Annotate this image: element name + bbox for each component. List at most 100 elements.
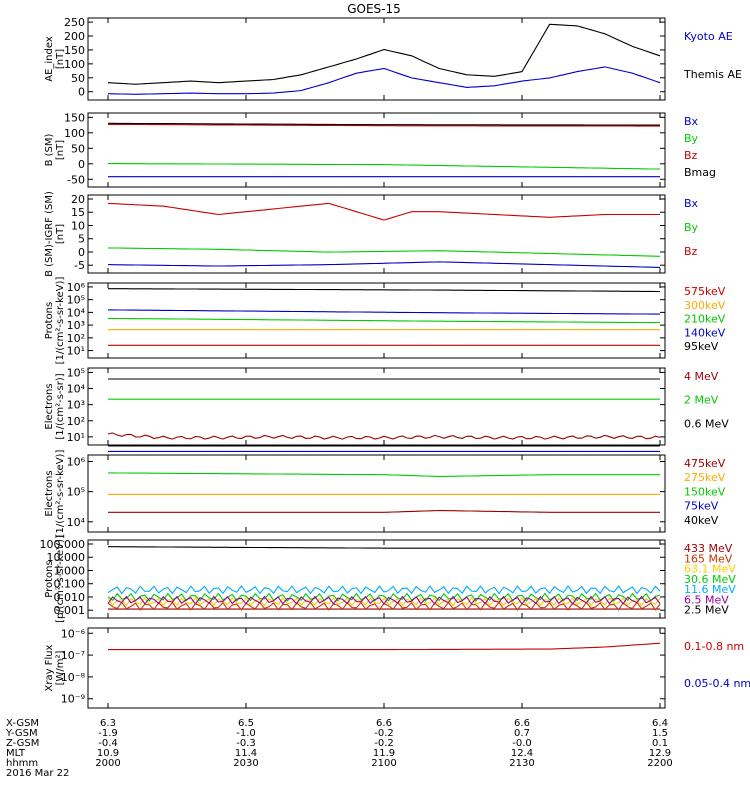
ephemeris-value: 0.1 [652,738,668,749]
y-tick-label: 250 [64,16,85,29]
y-axis-label: [nT] [55,224,66,244]
y-axis-label: B (SM) [44,133,55,166]
legend-entry: Themis AE [683,68,742,81]
y-tick-label: 100.000 [40,538,86,551]
ephemeris-value: -0.2 [374,738,394,749]
y-tick-label: 10³ [67,319,85,332]
legend-entry: 150keV [684,485,726,498]
y-tick-label: 10 [71,219,85,232]
legend-entry: Bz [684,149,698,162]
y-tick-label: 15 [71,206,85,219]
y-tick-label: 10⁶ [67,281,86,294]
panel-frame [87,367,666,446]
y-tick-label: 10⁵ [67,366,85,379]
legend-entry: 575keV [684,285,726,298]
legend-entry: 165 MeV [684,552,733,565]
y-tick-label: 1.000 [54,564,86,577]
y-tick-label: 5 [78,233,85,246]
panel-frame [87,539,666,619]
panel-6: 10⁶ 10⁵ 10⁴ Electrons [1/(cm²-s-sr-keV)] 475k… [44,445,726,537]
legend-entry: 0.05-0.4 nm [684,677,750,690]
ephemeris-value: 6.5 [238,718,254,729]
y-axis-label: AE_index [44,36,55,82]
ephemeris-value: 2130 [509,758,534,769]
ephemeris-value: 12.9 [649,748,671,759]
panel-2: 150 100 50 0 -50 B (SM) [nT] Bx By Bz Bmag [44,111,716,188]
panel-frame [87,282,666,359]
legend-entry: Bmag [684,166,716,179]
legend-entry: 275keV [684,471,726,484]
legend-entry: 300keV [684,299,726,312]
legend-entry: 0.1-0.8 nm [684,640,744,653]
y-tick-label: 10.000 [47,551,86,564]
ephemeris-value: 6.6 [376,718,392,729]
legend-entry: 95keV [684,340,719,353]
y-axis-label: Protons [44,302,55,339]
series-line-30-6-mev [107,592,661,602]
legend-entry: 140keV [684,326,726,339]
ephemeris-value: 12.4 [511,748,533,759]
legend-entry: Bx [684,115,699,128]
y-tick-label: 0.100 [54,578,86,591]
ephemeris-value: 2100 [371,758,396,769]
series-line-0-1-0-8-nm [108,642,661,651]
legend-entry: 30.6 MeV [684,573,736,586]
ephemeris-row-label: X-GSM [6,718,39,729]
ephemeris-value: 11.4 [235,748,257,759]
y-tick-label: 10⁻⁷ [61,649,85,662]
ephemeris-row-label: Y-GSM [5,728,38,739]
series-line-95kev [108,288,660,293]
series-line-4-mev [107,432,661,440]
y-tick-label: 10¹ [67,345,85,358]
ephemeris-value: -1.0 [236,728,256,739]
y-axis-label: [W/m²] [55,650,66,685]
legend-entry: Bz [684,245,698,258]
y-tick-label: 10⁵ [67,294,85,307]
series-line-by [107,247,661,257]
y-tick-label: 10⁴ [67,306,86,319]
ephemeris-value: 6.4 [652,718,668,729]
panel-frame [87,17,666,101]
legend-entry: Bx [684,197,699,210]
y-tick-label: 10⁻⁹ [61,693,85,706]
ephemeris-value: 10.9 [97,748,119,759]
ephemeris-value: -1.9 [98,728,118,739]
series-line-bz [108,123,660,127]
ephemeris-value: 11.9 [373,748,395,759]
series-line-bz [107,202,660,221]
y-axis-label: [p/(cm²-s-sr-keV)] [55,535,66,623]
legend-entry: 75keV [684,500,719,513]
y-axis-label: Xray Flux [44,644,55,691]
y-tick-label: 150 [64,111,85,124]
y-tick-label: -50 [67,173,85,186]
series-line-bmag [108,122,660,126]
y-tick-label: 0 [78,246,85,259]
y-tick-label: 50 [71,142,85,155]
panel-frame [87,112,666,188]
y-axis-label: [nT] [55,49,66,69]
y-tick-label: 200 [64,30,85,43]
series-line-bx [107,261,661,268]
ephemeris-value: -0.2 [374,728,394,739]
chart-title: GOES-15 [347,2,401,16]
legend-entry: 2.5 MeV [684,604,729,617]
panel-8: 10⁻⁶ 10⁻⁷ 10⁻⁸ 10⁻⁹ Xray Flux [W/m²] 0.1-0.8 n… [44,627,750,709]
y-axis-label: Electrons [44,383,55,429]
y-tick-label: 10⁴ [67,516,86,529]
ephemeris-value: 2000 [95,758,120,769]
ephemeris-row-label: Z-GSM [6,738,39,749]
y-tick-label: -5 [74,259,85,272]
ephemeris-row-label: 2016 Mar 22 [6,768,69,779]
y-tick-label: 10¹ [67,431,85,444]
y-tick-label: 0.001 [54,604,86,617]
y-tick-label: 10³ [67,399,85,412]
series-line-63-1-mev [107,596,661,607]
y-axis-label: [1/(cm²-s-sr)] [55,373,66,439]
panel-frame [87,627,666,709]
y-tick-label: 50 [71,72,85,85]
legend-entry: 210keV [684,313,726,326]
